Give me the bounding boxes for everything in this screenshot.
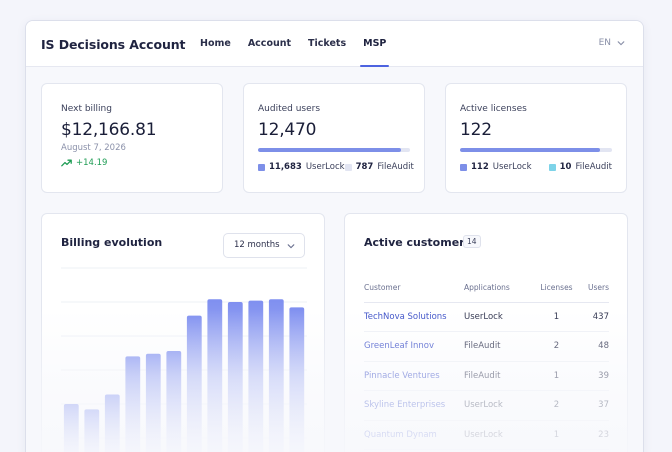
customer-licenses: 2 bbox=[534, 331, 579, 362]
active-licenses-progress-fill bbox=[460, 148, 600, 152]
column-header-customer[interactable]: Customer bbox=[364, 274, 464, 303]
chart-bar[interactable] bbox=[166, 351, 182, 452]
table-header-row: Customer Applications Licenses Users bbox=[364, 274, 609, 303]
customer-name-link[interactable]: GreenLeaf Innov bbox=[364, 331, 464, 362]
legend-count: 10 bbox=[559, 162, 572, 172]
legend-swatch bbox=[344, 163, 352, 171]
customer-users: 48 bbox=[579, 331, 609, 362]
next-billing-date: August 7, 2026 bbox=[61, 143, 126, 153]
chart-bar[interactable] bbox=[84, 409, 100, 452]
customer-name-link[interactable]: Skyline Enterprises bbox=[364, 390, 464, 421]
trend-up-icon bbox=[61, 159, 72, 167]
next-billing-card: Next billing $12,166.81 August 7, 2026 +… bbox=[41, 83, 223, 193]
customer-name-link[interactable]: Pinnacle Ventures bbox=[364, 361, 464, 391]
chart-bar[interactable] bbox=[289, 307, 305, 452]
chevron-down-icon bbox=[287, 244, 295, 249]
legend-swatch bbox=[460, 163, 467, 171]
legend-swatch bbox=[258, 163, 265, 171]
billing-delta: +14.19 bbox=[61, 158, 107, 168]
active-licenses-legend: 112 UserLock 10 FileAudit bbox=[460, 162, 612, 172]
legend-count: 112 bbox=[471, 162, 489, 172]
customer-application: UserLock bbox=[464, 390, 534, 421]
nav-tab-tickets[interactable]: Tickets bbox=[308, 38, 347, 49]
customer-name-link[interactable]: TechNova Solutions bbox=[364, 302, 464, 332]
customer-count-badge: 14 bbox=[463, 235, 481, 248]
billing-bar-chart bbox=[61, 267, 307, 452]
customer-users: 39 bbox=[579, 361, 609, 391]
legend-count: 11,683 bbox=[269, 162, 302, 172]
legend-name: UserLock bbox=[492, 162, 532, 172]
nav-tab-home[interactable]: Home bbox=[200, 38, 231, 49]
chart-bar[interactable] bbox=[268, 299, 284, 452]
customer-application: FileAudit bbox=[464, 331, 534, 362]
billing-evolution-panel: Billing evolution 12 months bbox=[41, 213, 325, 452]
table-row[interactable]: Skyline Enterprises UserLock 2 37 bbox=[364, 390, 609, 421]
chart-bar[interactable] bbox=[104, 394, 120, 452]
customer-licenses: 2 bbox=[534, 390, 579, 421]
chart-bar[interactable] bbox=[145, 353, 161, 452]
legend-item-userlock: 11,683 UserLock bbox=[258, 162, 345, 172]
active-customers-title: Active customers bbox=[364, 236, 472, 249]
legend-item-fileaudit: 787 FileAudit bbox=[344, 162, 414, 172]
legend-name: FileAudit bbox=[377, 162, 414, 172]
active-customers-panel: Active customers 14 Customer Application… bbox=[344, 213, 628, 452]
customer-users: 437 bbox=[579, 302, 609, 332]
chart-bar[interactable] bbox=[227, 302, 243, 452]
legend-item-fileaudit: 10 FileAudit bbox=[548, 162, 612, 172]
customer-application: UserLock bbox=[464, 420, 534, 450]
main-nav: Home Account Tickets MSP bbox=[200, 21, 403, 67]
customer-licenses: 1 bbox=[534, 302, 579, 332]
table-row[interactable]: Quantum Dynam UserLock 1 23 bbox=[364, 420, 609, 450]
customer-users: 23 bbox=[579, 420, 609, 450]
table-row[interactable]: TechNova Solutions UserLock 1 437 bbox=[364, 302, 609, 332]
customer-name-link[interactable]: Quantum Dynam bbox=[364, 420, 464, 450]
language-selector[interactable]: EN bbox=[599, 38, 625, 48]
customer-application: FileAudit bbox=[464, 361, 534, 391]
language-label: EN bbox=[598, 38, 611, 48]
chart-bar[interactable] bbox=[125, 356, 141, 452]
chart-bar[interactable] bbox=[63, 404, 79, 452]
table-row[interactable]: Pinnacle Ventures FileAudit 1 39 bbox=[364, 361, 609, 391]
audited-users-progress bbox=[258, 148, 410, 152]
customer-licenses: 1 bbox=[534, 420, 579, 450]
chart-bar[interactable] bbox=[248, 300, 264, 452]
audited-users-progress-fill bbox=[258, 148, 401, 152]
next-billing-amount: $12,166.81 bbox=[61, 120, 157, 140]
customer-users: 37 bbox=[579, 390, 609, 421]
app-title: IS Decisions Account bbox=[41, 37, 186, 52]
legend-name: FileAudit bbox=[575, 162, 612, 172]
chevron-down-icon bbox=[617, 41, 625, 46]
time-range-select[interactable]: 12 months bbox=[223, 233, 305, 258]
nav-tab-account[interactable]: Account bbox=[247, 38, 292, 49]
column-header-licenses[interactable]: Licenses bbox=[534, 274, 579, 303]
nav-tab-msp[interactable]: MSP bbox=[360, 21, 390, 67]
legend-count: 787 bbox=[355, 162, 374, 172]
active-licenses-value: 122 bbox=[460, 120, 492, 140]
active-licenses-card: Active licenses 122 112 UserLock 10 File… bbox=[445, 83, 627, 193]
active-licenses-label: Active licenses bbox=[460, 104, 527, 114]
app-window: IS Decisions Account Home Account Ticket… bbox=[25, 20, 644, 452]
chart-bar[interactable] bbox=[186, 315, 202, 452]
audited-users-label: Audited users bbox=[258, 104, 321, 114]
next-billing-label: Next billing bbox=[61, 104, 112, 114]
billing-delta-value: +14.19 bbox=[76, 158, 108, 168]
legend-item-userlock: 112 UserLock bbox=[460, 162, 532, 172]
active-licenses-progress bbox=[460, 148, 612, 152]
customer-licenses: 1 bbox=[534, 361, 579, 391]
customers-table: Customer Applications Licenses Users Tec… bbox=[364, 274, 609, 450]
audited-users-legend: 11,683 UserLock 787 FileAudit bbox=[258, 162, 414, 172]
top-navigation-bar: IS Decisions Account Home Account Ticket… bbox=[26, 21, 643, 67]
audited-users-card: Audited users 12,470 11,683 UserLock 787… bbox=[243, 83, 425, 193]
column-header-users[interactable]: Users bbox=[579, 274, 609, 303]
table-row[interactable]: GreenLeaf Innov FileAudit 2 48 bbox=[364, 331, 609, 362]
customer-application: UserLock bbox=[464, 302, 534, 332]
column-header-applications[interactable]: Applications bbox=[464, 274, 534, 303]
time-range-value: 12 months bbox=[234, 240, 280, 250]
audited-users-value: 12,470 bbox=[258, 120, 317, 140]
legend-name: UserLock bbox=[305, 162, 345, 172]
billing-evolution-title: Billing evolution bbox=[61, 236, 163, 249]
chart-bar[interactable] bbox=[207, 299, 223, 452]
legend-swatch bbox=[548, 163, 556, 171]
